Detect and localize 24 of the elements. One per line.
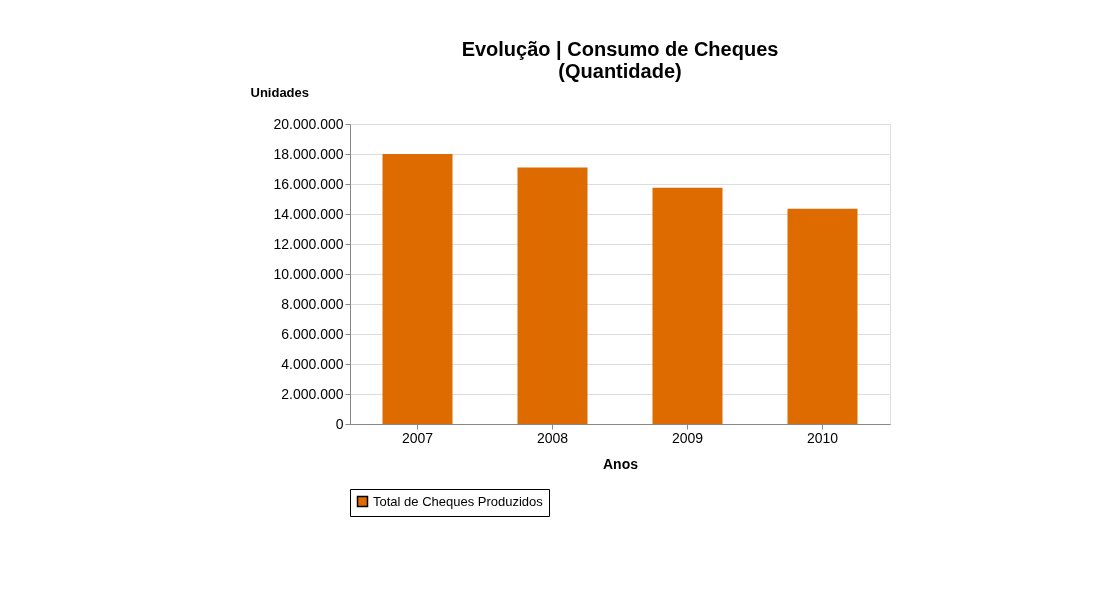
y-tick-label: 6.000.000 [281,325,344,342]
bar [517,167,588,424]
y-tick-label: 14.000.000 [273,205,344,222]
y-tick-label: 2.000.000 [281,385,344,402]
legend-label: Total de Cheques Produzidos [373,493,544,509]
text: Evolução | Consumo de Cheques [461,38,779,60]
y-axis-title: Unidades [250,84,310,100]
text: (Quantidade) [558,60,682,82]
y-tick-label: 0 [335,415,344,432]
bar [787,208,858,424]
x-tick-label: 2007 [401,429,434,446]
y-tick-label: 16.000.000 [273,175,344,192]
x-tick-label: 2009 [671,429,704,446]
x-tick-label: 2008 [536,429,569,446]
y-tick-label: 12.000.000 [273,235,344,252]
y-tick-label: 10.000.000 [273,265,344,282]
x-tick-label: 2010 [806,429,839,446]
bar [652,187,723,424]
y-tick-label: 4.000.000 [281,355,344,372]
x-axis-title: Anos [603,455,639,472]
y-tick-label: 20.000.000 [273,115,344,132]
y-tick-label: 18.000.000 [273,145,344,162]
bar [382,154,453,424]
y-tick-label: 8.000.000 [281,295,344,312]
